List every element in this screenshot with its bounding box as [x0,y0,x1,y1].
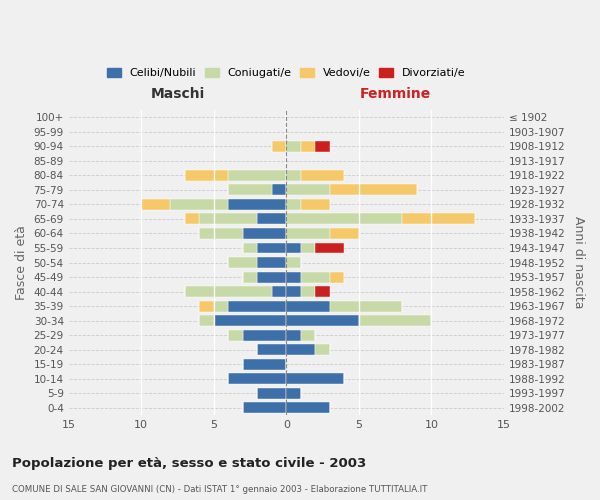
Bar [185,214,199,224]
Bar [301,141,316,152]
Bar [286,184,330,196]
Bar [286,242,301,254]
Bar [243,402,286,413]
Bar [228,257,257,268]
Bar [301,199,330,210]
Bar [228,184,272,196]
Bar [301,330,316,340]
Text: Maschi: Maschi [151,87,205,101]
Bar [257,344,286,355]
Bar [286,388,301,399]
Text: COMUNE DI SALE SAN GIOVANNI (CN) - Dati ISTAT 1° gennaio 2003 - Elaborazione TUT: COMUNE DI SALE SAN GIOVANNI (CN) - Dati … [12,485,427,494]
Bar [330,184,417,196]
Bar [243,228,286,239]
Bar [301,242,316,254]
Bar [228,300,286,312]
Bar [316,242,344,254]
Bar [316,141,330,152]
Bar [286,214,403,224]
Bar [257,242,286,254]
Bar [286,330,301,340]
Bar [243,330,286,340]
Bar [301,286,316,297]
Bar [301,170,344,181]
Bar [403,214,475,224]
Bar [243,359,286,370]
Y-axis label: Fasce di età: Fasce di età [15,225,28,300]
Bar [185,286,272,297]
Bar [257,214,286,224]
Bar [199,315,214,326]
Bar [185,170,228,181]
Bar [228,199,286,210]
Bar [286,344,316,355]
Bar [214,315,286,326]
Bar [199,300,214,312]
Bar [141,199,170,210]
Bar [286,272,301,282]
Bar [316,344,330,355]
Bar [286,141,301,152]
Bar [199,214,257,224]
Bar [272,184,286,196]
Bar [272,141,286,152]
Bar [286,199,301,210]
Bar [286,228,330,239]
Bar [286,170,301,181]
Bar [257,388,286,399]
Bar [286,315,359,326]
Bar [330,272,344,282]
Bar [301,272,330,282]
Bar [286,402,330,413]
Bar [257,257,286,268]
Bar [228,374,286,384]
Bar [228,170,286,181]
Bar [286,286,301,297]
Text: Femmine: Femmine [359,87,431,101]
Bar [286,257,301,268]
Bar [257,272,286,282]
Bar [243,272,257,282]
Bar [199,228,243,239]
Y-axis label: Anni di nascita: Anni di nascita [572,216,585,309]
Bar [286,374,344,384]
Bar [316,286,330,297]
Bar [286,300,330,312]
Bar [243,242,257,254]
Bar [330,300,403,312]
Bar [359,315,431,326]
Bar [272,286,286,297]
Text: Popolazione per età, sesso e stato civile - 2003: Popolazione per età, sesso e stato civil… [12,458,366,470]
Legend: Celibi/Nubili, Coniugati/e, Vedovi/e, Divorziati/e: Celibi/Nubili, Coniugati/e, Vedovi/e, Di… [103,64,470,83]
Bar [228,330,243,340]
Bar [330,228,359,239]
Bar [214,300,228,312]
Bar [170,199,228,210]
